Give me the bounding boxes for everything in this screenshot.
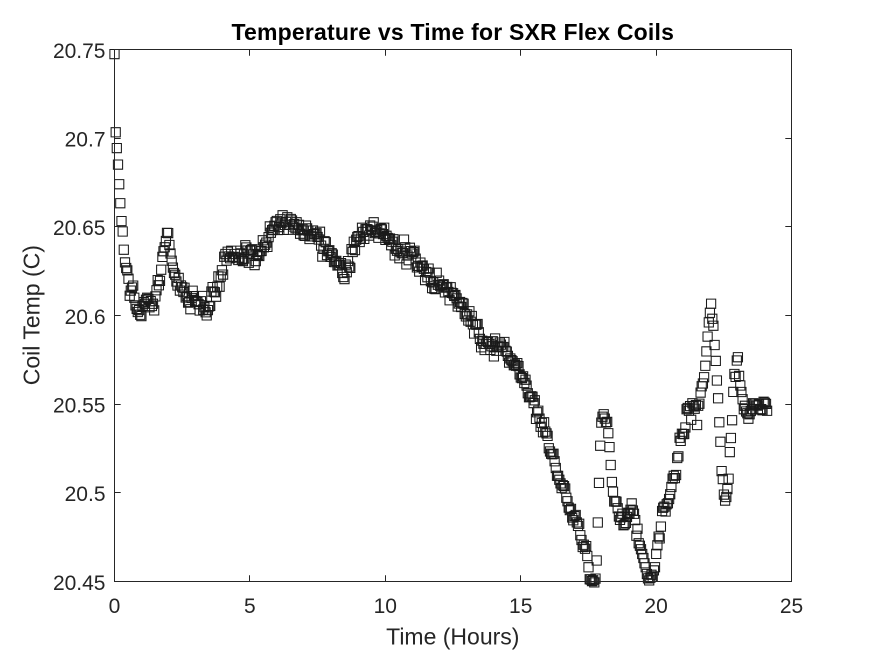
svg-text:20.7: 20.7 [65, 129, 106, 152]
svg-text:20: 20 [644, 595, 667, 618]
svg-text:20.55: 20.55 [53, 395, 106, 418]
svg-text:20.45: 20.45 [53, 572, 106, 595]
svg-text:20.65: 20.65 [53, 217, 106, 240]
svg-text:20.5: 20.5 [65, 483, 106, 506]
svg-text:Coil Temp (C): Coil Temp (C) [19, 245, 45, 385]
svg-text:10: 10 [374, 595, 397, 618]
svg-text:15: 15 [509, 595, 532, 618]
svg-text:0: 0 [109, 595, 121, 618]
svg-text:Temperature vs Time for SXR Fl: Temperature vs Time for SXR Flex Coils [231, 19, 674, 45]
svg-text:20.6: 20.6 [65, 306, 106, 329]
svg-text:Time (Hours): Time (Hours) [386, 624, 519, 650]
svg-text:20.75: 20.75 [53, 40, 106, 63]
svg-text:25: 25 [780, 595, 803, 618]
svg-text:5: 5 [244, 595, 256, 618]
